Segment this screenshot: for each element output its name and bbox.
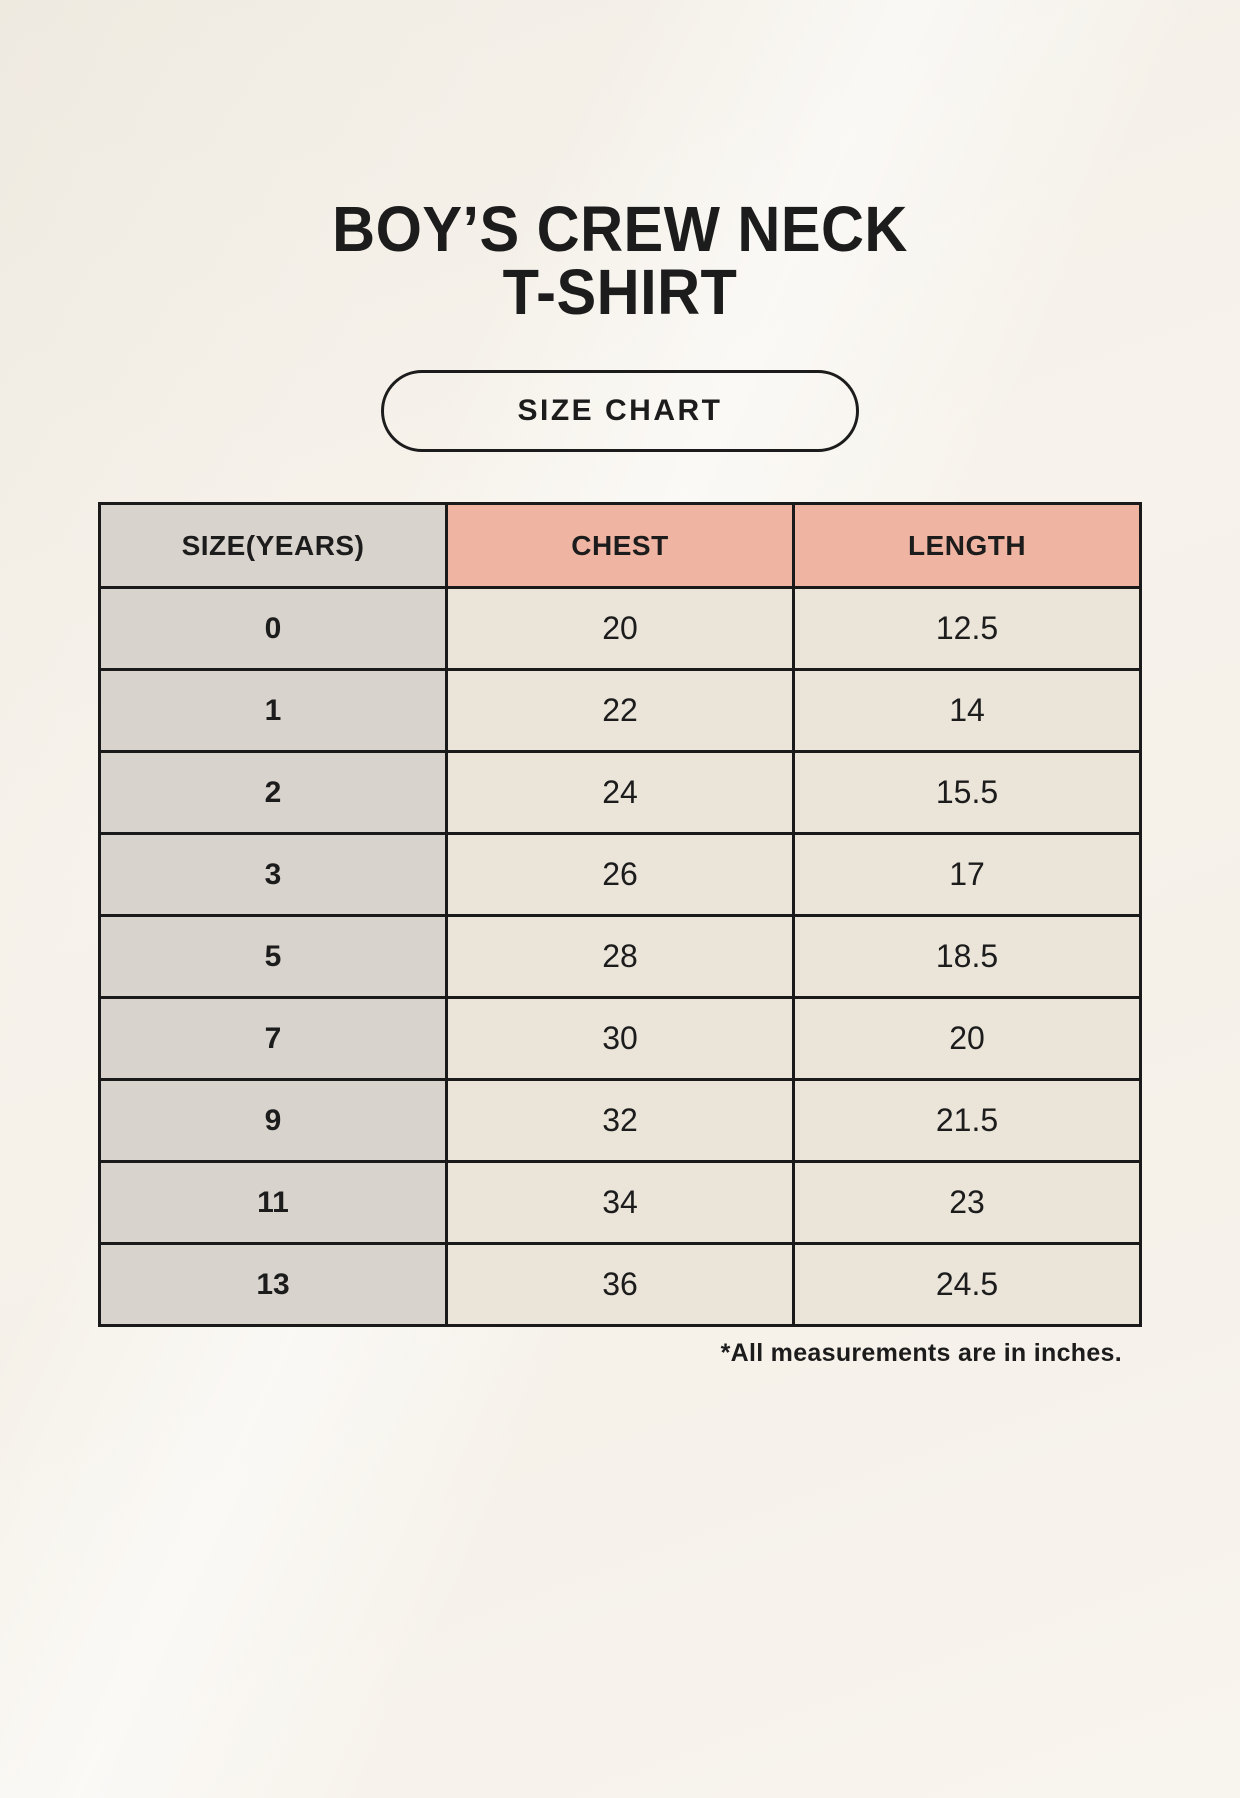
chest-cell: 34 xyxy=(445,1160,795,1245)
length-cell: 18.5 xyxy=(792,914,1142,999)
table-row: 9 32 21.5 xyxy=(98,1078,1142,1163)
length-cell: 20 xyxy=(792,996,1142,1081)
length-cell: 24.5 xyxy=(792,1242,1142,1327)
length-cell: 21.5 xyxy=(792,1078,1142,1163)
measurements-note: *All measurements are in inches. xyxy=(720,1339,1122,1367)
chest-cell: 22 xyxy=(445,668,795,753)
size-table: SIZE(YEARS) CHEST LENGTH 0 20 12.5 1 22 14 2 24… xyxy=(98,502,1142,1327)
length-cell: 14 xyxy=(792,668,1142,753)
table-row: 7 30 20 xyxy=(98,996,1142,1081)
size-table-body: 0 20 12.5 1 22 14 2 24 15.5 3 26 17 5 28 18.5 7 30 20 9 32 2… xyxy=(98,586,1142,1327)
table-row: 0 20 12.5 xyxy=(98,586,1142,671)
size-chart-badge: SIZE CHART xyxy=(381,370,859,452)
page-title: BOY’S CREW NECK T-SHIRT xyxy=(43,193,1196,328)
table-row: 5 28 18.5 xyxy=(98,914,1142,999)
size-cell: 9 xyxy=(98,1078,448,1163)
chest-cell: 26 xyxy=(445,832,795,917)
table-row: 3 26 17 xyxy=(98,832,1142,917)
length-cell: 23 xyxy=(792,1160,1142,1245)
size-chart-page: BOY’S CREW NECK T-SHIRT SIZE CHART SIZE(… xyxy=(0,193,1240,1798)
length-cell: 15.5 xyxy=(792,750,1142,835)
size-cell: 11 xyxy=(98,1160,448,1245)
size-cell: 2 xyxy=(98,750,448,835)
page-title-line1: BOY’S CREW NECK xyxy=(332,193,908,265)
size-table-header: SIZE(YEARS) CHEST LENGTH xyxy=(98,502,1142,589)
size-cell: 1 xyxy=(98,668,448,753)
chest-cell: 24 xyxy=(445,750,795,835)
size-cell: 0 xyxy=(98,586,448,671)
chest-cell: 20 xyxy=(445,586,795,671)
column-header-chest: CHEST xyxy=(445,502,795,589)
table-row: 13 36 24.5 xyxy=(98,1242,1142,1327)
length-cell: 12.5 xyxy=(792,586,1142,671)
length-cell: 17 xyxy=(792,832,1142,917)
chest-cell: 28 xyxy=(445,914,795,999)
size-chart-badge-label: SIZE CHART xyxy=(517,394,723,427)
header-row: SIZE(YEARS) CHEST LENGTH xyxy=(98,502,1142,589)
size-cell: 3 xyxy=(98,832,448,917)
size-cell: 5 xyxy=(98,914,448,999)
column-header-size-years: SIZE(YEARS) xyxy=(98,502,448,589)
table-row: 1 22 14 xyxy=(98,668,1142,753)
page-title-line2: T-SHIRT xyxy=(502,256,738,328)
column-header-length: LENGTH xyxy=(792,502,1142,589)
chest-cell: 36 xyxy=(445,1242,795,1327)
chest-cell: 32 xyxy=(445,1078,795,1163)
size-cell: 13 xyxy=(98,1242,448,1327)
chest-cell: 30 xyxy=(445,996,795,1081)
size-cell: 7 xyxy=(98,996,448,1081)
table-row: 11 34 23 xyxy=(98,1160,1142,1245)
table-row: 2 24 15.5 xyxy=(98,750,1142,835)
